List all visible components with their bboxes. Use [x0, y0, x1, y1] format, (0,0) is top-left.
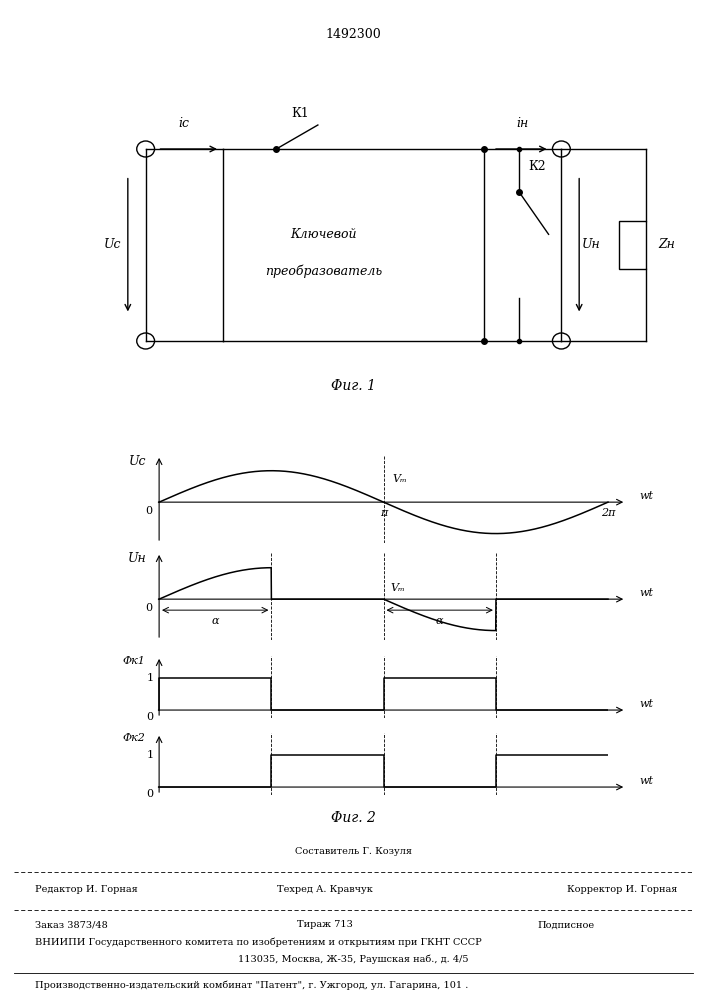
Text: Φк2: Φк2: [123, 733, 146, 743]
Text: 1: 1: [146, 673, 153, 683]
Text: Корректор И. Горная: Корректор И. Горная: [567, 885, 677, 894]
Text: Производственно-издательский комбинат "Патент", г. Ужгород, ул. Гагарина, 101 .: Производственно-издательский комбинат "П…: [35, 981, 469, 990]
Text: wt: wt: [639, 491, 653, 501]
Text: Φиг. 1: Φиг. 1: [331, 379, 376, 393]
Text: Φк1: Φк1: [123, 656, 146, 666]
Text: 1492300: 1492300: [326, 28, 381, 41]
Text: Заказ 3873/48: Заказ 3873/48: [35, 920, 108, 929]
Text: Vₘ: Vₘ: [392, 474, 407, 484]
Text: Редактор И. Горная: Редактор И. Горная: [35, 885, 138, 894]
Text: Техред А. Кравчук: Техред А. Кравчук: [277, 885, 373, 894]
Text: Zн: Zн: [658, 238, 674, 251]
Text: Vₘ: Vₘ: [391, 583, 406, 593]
Text: 2π: 2π: [601, 508, 615, 518]
Text: преобразователь: преобразователь: [265, 265, 382, 278]
Text: α: α: [436, 616, 443, 626]
Text: К1: К1: [291, 107, 309, 120]
Text: ВНИИПИ Государственного комитета по изобретениям и открытиям при ГКНТ СССР: ВНИИПИ Государственного комитета по изоб…: [35, 938, 482, 947]
Text: α: α: [211, 616, 219, 626]
Text: 0: 0: [145, 506, 152, 516]
Text: Φиг. 2: Φиг. 2: [331, 810, 376, 824]
Text: Uн: Uн: [582, 238, 600, 251]
Text: 1: 1: [146, 750, 153, 760]
Text: Подписное: Подписное: [537, 920, 594, 929]
Text: Uс: Uс: [129, 455, 146, 468]
Text: Uс: Uс: [104, 238, 122, 251]
Text: π: π: [380, 508, 387, 518]
Text: 0: 0: [146, 712, 153, 722]
Text: Uн: Uн: [128, 552, 147, 565]
Text: К2: К2: [528, 160, 545, 173]
Text: Ключевой: Ключевой: [291, 228, 357, 241]
Text: 0: 0: [146, 789, 153, 799]
Text: wt: wt: [639, 588, 653, 598]
Text: 0: 0: [145, 603, 152, 613]
Text: wt: wt: [639, 699, 653, 709]
Text: Составитель Г. Козуля: Составитель Г. Козуля: [295, 847, 412, 856]
Text: iс: iс: [179, 117, 189, 130]
Text: wt: wt: [639, 776, 653, 786]
Text: Тираж 713: Тираж 713: [297, 920, 354, 929]
Text: 113035, Москва, Ж-35, Раушская наб., д. 4/5: 113035, Москва, Ж-35, Раушская наб., д. …: [238, 954, 469, 964]
Text: iн: iн: [517, 117, 529, 130]
Bar: [619, 221, 646, 269]
